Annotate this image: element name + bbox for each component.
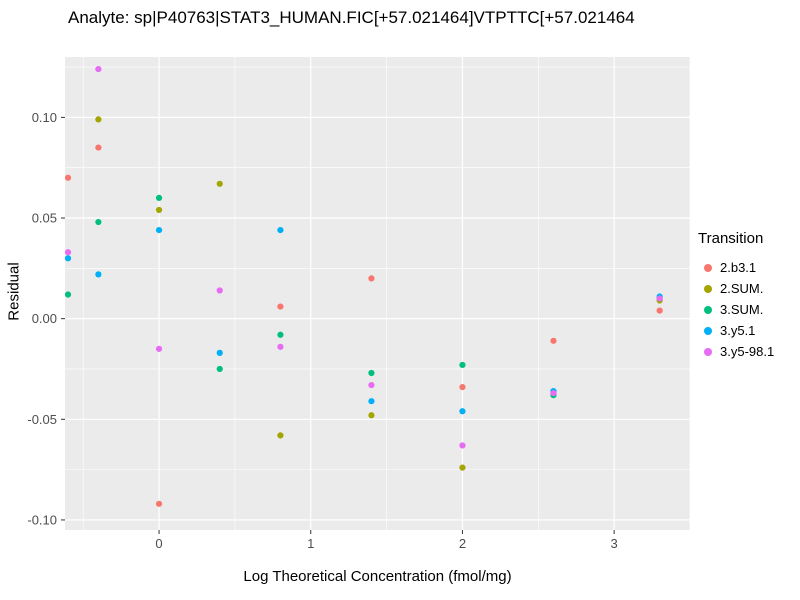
legend-item-label: 2.SUM. (720, 281, 764, 296)
y-tick-label: 0.00 (32, 311, 57, 326)
data-point (459, 464, 466, 471)
legend-item: 3.SUM. (698, 299, 798, 320)
data-point (155, 206, 163, 214)
x-tick-label: 0 (155, 536, 162, 551)
legend-swatch-icon (704, 284, 712, 293)
x-axis-label: Log Theoretical Concentration (fmol/mg) (243, 568, 512, 585)
x-tick-label: 1 (307, 536, 314, 551)
y-tick-label: 0.10 (32, 110, 57, 125)
data-point (95, 218, 102, 226)
data-point (216, 365, 223, 373)
x-tick-label: 2 (459, 536, 466, 551)
data-point (155, 194, 163, 201)
data-point (368, 412, 375, 419)
data-point (459, 361, 466, 369)
x-tick-label: 3 (611, 536, 618, 551)
y-tick-label: 0.05 (32, 211, 57, 226)
legend-item-label: 3.y5-98.1 (720, 344, 775, 359)
data-point (95, 271, 102, 278)
data-point (65, 249, 72, 256)
data-point (65, 291, 72, 298)
data-point (459, 442, 466, 449)
legend-item: 3.y5-98.1 (698, 341, 798, 362)
data-point (656, 307, 663, 314)
legend-item-label: 3.SUM. (720, 302, 764, 317)
data-point (216, 287, 223, 294)
data-point (155, 500, 163, 507)
legend-swatch-icon (704, 347, 712, 356)
data-point (459, 408, 466, 415)
data-point (459, 383, 466, 391)
data-point (65, 255, 72, 262)
data-point (155, 226, 163, 234)
legend-item: 2.b3.1 (698, 257, 798, 278)
data-point (550, 390, 557, 397)
legend-swatch-icon (704, 263, 712, 272)
y-axis-label: Residual (5, 262, 23, 321)
data-point (550, 337, 557, 344)
data-point (65, 174, 72, 181)
plot-panel (65, 57, 690, 530)
y-tick-label: -0.10 (27, 512, 57, 527)
data-point (368, 275, 375, 282)
data-point (368, 398, 375, 405)
data-point (277, 331, 284, 338)
data-point (656, 295, 663, 302)
points-layer (65, 65, 663, 507)
data-point (216, 349, 223, 356)
data-point (368, 369, 375, 377)
y-tick-label: -0.05 (27, 412, 57, 427)
data-point (277, 343, 284, 350)
data-point (368, 381, 375, 389)
data-point (277, 226, 284, 234)
legend-item: 2.SUM. (698, 278, 798, 299)
legend-swatch-icon (704, 326, 712, 335)
chart-title: Analyte: sp|P40763|STAT3_HUMAN.FIC[+57.0… (68, 8, 635, 27)
data-point (216, 180, 223, 187)
legend-swatch-icon (704, 305, 712, 314)
data-point (95, 116, 102, 123)
data-point (95, 144, 102, 151)
data-point (95, 65, 102, 73)
data-point (277, 303, 284, 310)
legend-item-label: 2.b3.1 (720, 260, 757, 275)
data-point (155, 345, 163, 352)
legend-title: Transition (698, 230, 764, 247)
legend: Transition 2.b3.1 2.SUM. 3.SUM. 3.y5.1 3.y5-… (698, 230, 798, 362)
legend-item: 3.y5.1 (698, 320, 798, 341)
data-point (277, 432, 284, 439)
legend-item-label: 3.y5.1 (720, 323, 756, 338)
legend-entries: 2.b3.1 2.SUM. 3.SUM. 3.y5.1 3.y5-98.1 (698, 257, 798, 362)
